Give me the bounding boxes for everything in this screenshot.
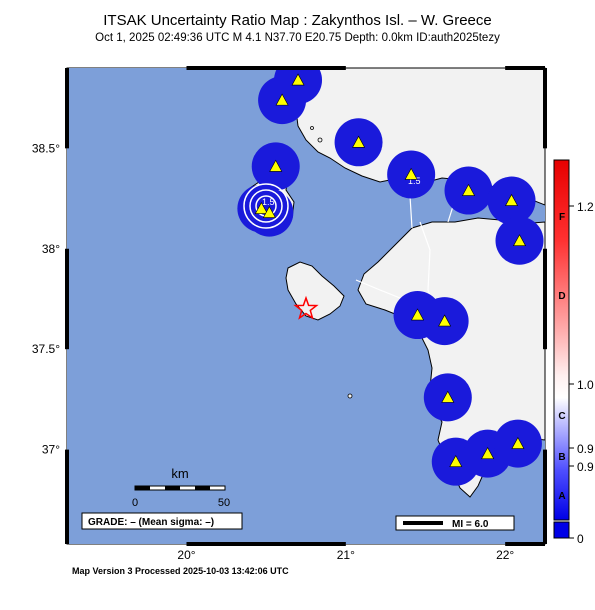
station-triangle bbox=[404, 167, 418, 180]
colorbar-letter-c: C bbox=[558, 411, 565, 422]
scale-unit: km bbox=[171, 466, 188, 481]
longitude-labels: 20° 21° 22° bbox=[177, 548, 514, 562]
colorbar-value-1-0: 1.0 bbox=[577, 378, 594, 392]
station-triangle bbox=[352, 135, 366, 148]
grade-box bbox=[81, 512, 243, 530]
colorbar-letter-b: B bbox=[558, 452, 565, 463]
contour-label: 1.5 bbox=[408, 176, 421, 186]
station-triangle bbox=[462, 183, 476, 196]
colorbar-value-0-9a: 0.9 bbox=[577, 442, 594, 456]
scale-bar: km 0 50 bbox=[132, 466, 230, 509]
station-triangle bbox=[438, 314, 452, 327]
lat-tick-label: 38.5° bbox=[32, 141, 60, 155]
colorbar-value-0-9b: 0.9 bbox=[577, 460, 594, 474]
station-triangle bbox=[505, 193, 519, 206]
islet bbox=[347, 393, 353, 399]
station-triangle bbox=[269, 159, 283, 172]
station-triangle bbox=[511, 436, 525, 449]
station-triangle bbox=[513, 234, 527, 247]
event-info: Oct 1, 2025 02:49:36 UTC M 4.1 N37.70 E2… bbox=[95, 32, 500, 44]
grade-text: GRADE: – (Mean sigma: –) bbox=[88, 517, 214, 528]
station-triangle bbox=[449, 455, 463, 467]
colorbar: F D C B A 1.2 1.0 0.9 0.9 0 bbox=[553, 159, 594, 546]
islet bbox=[317, 137, 323, 143]
lat-tick-label: 37.5° bbox=[32, 342, 60, 356]
map-version-footer: Map Version 3 Processed 2025-10-03 13:42… bbox=[72, 566, 289, 576]
epicenter-star bbox=[293, 295, 319, 320]
lon-tick-label: 22° bbox=[496, 548, 514, 562]
kefalonia-contour-rings bbox=[243, 183, 289, 229]
colorbar-value-0: 0 bbox=[577, 532, 584, 546]
mi-text: MI = 6.0 bbox=[452, 519, 489, 530]
colorbar-value-1-2: 1.2 bbox=[577, 200, 594, 214]
islet bbox=[310, 126, 314, 130]
contour-label: 1.5 bbox=[262, 197, 275, 207]
station-triangle bbox=[291, 73, 305, 86]
frame-ticks bbox=[65, 66, 547, 546]
lon-tick-label: 21° bbox=[337, 548, 355, 562]
station-triangle bbox=[481, 446, 495, 459]
colorbar-letter-f: F bbox=[559, 212, 565, 223]
scale-tick-50: 50 bbox=[218, 497, 230, 509]
colorbar-letter-a: A bbox=[558, 491, 565, 502]
scale-tick-0: 0 bbox=[132, 497, 138, 509]
station-triangle bbox=[411, 308, 425, 321]
mi-box bbox=[395, 515, 515, 531]
lat-tick-label: 37° bbox=[42, 443, 60, 457]
station-triangle bbox=[254, 201, 268, 214]
station-triangle bbox=[441, 390, 455, 403]
map-title: ITSAK Uncertainty Ratio Map : Zakynthos … bbox=[103, 12, 492, 29]
lat-tick-label: 38° bbox=[42, 242, 60, 256]
station-triangle bbox=[262, 205, 276, 218]
latitude-labels: 38.5° 38° 37.5° 37° bbox=[32, 141, 60, 456]
colorbar-letter-d: D bbox=[558, 291, 565, 302]
lon-tick-label: 20° bbox=[177, 548, 195, 562]
station-triangle bbox=[275, 93, 289, 106]
station-layer bbox=[254, 73, 527, 467]
